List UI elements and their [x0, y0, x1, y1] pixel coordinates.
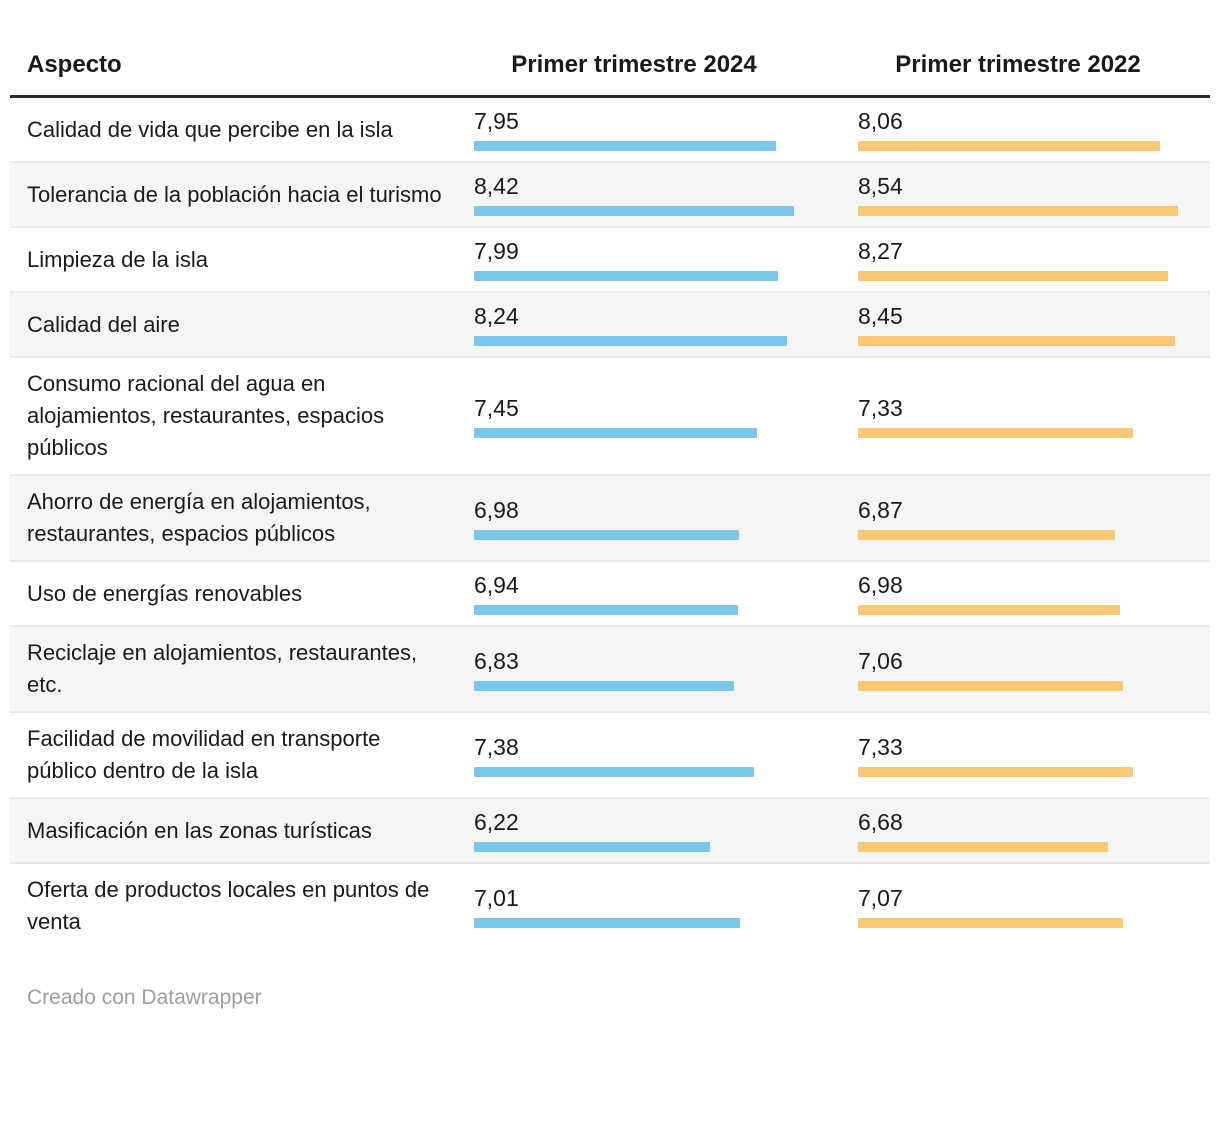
- credit-text[interactable]: Creado con Datawrapper: [27, 986, 262, 1009]
- value-2022: 6,98: [858, 572, 903, 598]
- value-2024: 8,42: [474, 173, 519, 199]
- datawrapper-credit[interactable]: Creado con Datawrapper: [27, 986, 1220, 1010]
- bar-2022: [858, 427, 1133, 438]
- value-2022: 7,33: [858, 394, 903, 421]
- table-body: Calidad de vida que percibe en la isla 7…: [10, 98, 1210, 948]
- value-2022: 8,45: [858, 303, 903, 329]
- bar-2022: [858, 680, 1123, 691]
- cell-2022: 6,98: [858, 572, 1178, 615]
- bar-2024: [474, 529, 740, 540]
- value-2022: 8,27: [858, 238, 903, 264]
- table-row: Oferta de productos locales en puntos de…: [10, 862, 1210, 948]
- cell-2022: 7,33: [858, 368, 1178, 464]
- bar-2022: [858, 766, 1133, 777]
- cell-2024: 6,83: [474, 637, 794, 701]
- row-label: Reciclaje en alojamientos, restaurantes,…: [27, 640, 418, 697]
- bar-2024: [474, 271, 778, 281]
- bar-2022: [858, 271, 1168, 281]
- cell-2024: 7,38: [474, 723, 794, 787]
- value-2024: 7,01: [474, 884, 519, 911]
- value-2024: 6,94: [474, 572, 519, 598]
- value-2024: 7,99: [474, 238, 519, 264]
- bar-2024: [474, 842, 711, 852]
- bar-2024: [474, 766, 755, 777]
- bar-2024: [474, 680, 734, 691]
- cell-2022: 6,68: [858, 809, 1178, 852]
- table-row: Facilidad de movilidad en transporte púb…: [10, 711, 1210, 797]
- cell-2022: 8,27: [858, 238, 1178, 281]
- column-header-aspecto: Aspecto: [27, 51, 122, 78]
- table-row: Consumo racional del agua en alojamiento…: [10, 356, 1210, 474]
- cell-2022: 8,06: [858, 108, 1178, 151]
- table-row: Limpieza de la isla 7,99 8,27: [10, 226, 1210, 291]
- value-2022: 8,54: [858, 173, 903, 199]
- value-2022: 6,87: [858, 496, 903, 523]
- value-2022: 8,06: [858, 108, 903, 134]
- row-label: Calidad del aire: [27, 311, 180, 337]
- row-label: Consumo racional del agua en alojamiento…: [27, 371, 385, 460]
- row-label: Masificación en las zonas turísticas: [27, 817, 372, 843]
- row-label: Facilidad de movilidad en transporte púb…: [27, 726, 381, 783]
- bar-2022: [858, 141, 1160, 151]
- table-row: Ahorro de energía en alojamientos, resta…: [10, 474, 1210, 560]
- table-row: Calidad de vida que percibe en la isla 7…: [10, 98, 1210, 161]
- table-row: Reciclaje en alojamientos, restaurantes,…: [10, 625, 1210, 711]
- row-label: Ahorro de energía en alojamientos, resta…: [27, 489, 371, 546]
- bar-2022: [858, 842, 1109, 852]
- column-header-2024: Primer trimestre 2024: [511, 51, 757, 78]
- bar-2022: [858, 336, 1175, 346]
- bar-2024: [474, 141, 777, 151]
- row-label: Limpieza de la isla: [27, 246, 208, 272]
- cell-2024: 7,45: [474, 368, 794, 464]
- value-2024: 6,22: [474, 809, 519, 835]
- bar-2024: [474, 605, 738, 615]
- cell-2022: 7,33: [858, 723, 1178, 787]
- cell-2022: 8,45: [858, 303, 1178, 346]
- cell-2022: 6,87: [858, 486, 1178, 550]
- bar-2022: [858, 529, 1116, 540]
- table-row: Uso de energías renovables 6,94 6,98: [10, 560, 1210, 625]
- bar-2024: [474, 917, 741, 928]
- bar-2024: [474, 427, 758, 438]
- cell-2022: 8,54: [858, 173, 1178, 216]
- value-2024: 7,45: [474, 394, 519, 421]
- row-label: Calidad de vida que percibe en la isla: [27, 116, 393, 142]
- table-row: Masificación en las zonas turísticas 6,2…: [10, 797, 1210, 862]
- cell-2022: 7,07: [858, 874, 1178, 938]
- cell-2024: 7,01: [474, 874, 794, 938]
- value-2024: 6,83: [474, 647, 519, 674]
- cell-2024: 6,22: [474, 809, 794, 852]
- bar-2024: [474, 206, 794, 216]
- cell-2024: 8,42: [474, 173, 794, 216]
- table-bar-chart: Aspecto Primer trimestre 2024 Primer tri…: [10, 0, 1210, 948]
- column-header-2022: Primer trimestre 2022: [895, 51, 1141, 78]
- value-2024: 7,38: [474, 733, 519, 760]
- cell-2024: 7,99: [474, 238, 794, 281]
- value-2024: 7,95: [474, 108, 519, 134]
- value-2024: 6,98: [474, 496, 519, 523]
- cell-2024: 8,24: [474, 303, 794, 346]
- value-2024: 8,24: [474, 303, 519, 329]
- row-label: Tolerancia de la población hacia el turi…: [27, 181, 442, 207]
- value-2022: 7,06: [858, 647, 903, 674]
- bar-2024: [474, 336, 788, 346]
- value-2022: 6,68: [858, 809, 903, 835]
- cell-2024: 7,95: [474, 108, 794, 151]
- value-2022: 7,33: [858, 733, 903, 760]
- row-label: Uso de energías renovables: [27, 580, 303, 606]
- bar-2022: [858, 917, 1123, 928]
- value-2022: 7,07: [858, 884, 903, 911]
- table-row: Calidad del aire 8,24 8,45: [10, 291, 1210, 356]
- bar-2022: [858, 206, 1178, 216]
- cell-2024: 6,98: [474, 486, 794, 550]
- table-row: Tolerancia de la población hacia el turi…: [10, 161, 1210, 226]
- row-label: Oferta de productos locales en puntos de…: [27, 877, 430, 934]
- cell-2022: 7,06: [858, 637, 1178, 701]
- table-header: Aspecto Primer trimestre 2024 Primer tri…: [10, 0, 1210, 98]
- cell-2024: 6,94: [474, 572, 794, 615]
- bar-2022: [858, 605, 1120, 615]
